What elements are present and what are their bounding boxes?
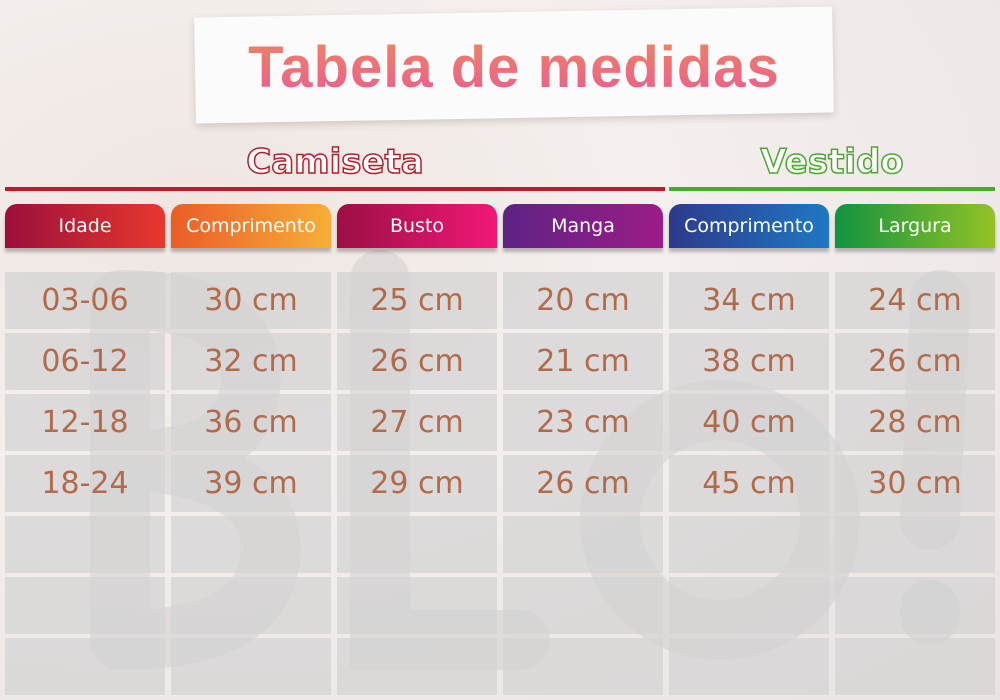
- table-cell: 26 cm: [835, 333, 995, 390]
- column-header: Idade: [5, 204, 165, 248]
- table-cell: 24 cm: [835, 272, 995, 329]
- table-cell: [5, 577, 165, 634]
- table-cell: 06-12: [5, 333, 165, 390]
- table-cell: 32 cm: [171, 333, 331, 390]
- table-cell: [669, 577, 829, 634]
- table-cell: [669, 638, 829, 695]
- table-cell: [503, 577, 663, 634]
- table-cell: 29 cm: [337, 455, 497, 512]
- table-cell: 39 cm: [171, 455, 331, 512]
- page-title: Tabela de medidas: [195, 28, 833, 108]
- table-cell: 40 cm: [669, 394, 829, 451]
- section-camiseta: Camiseta: [246, 141, 425, 183]
- table-cell: 18-24: [5, 455, 165, 512]
- table-cell: 26 cm: [503, 455, 663, 512]
- table-cell: 30 cm: [171, 272, 331, 329]
- column-header: Busto: [337, 204, 497, 248]
- table-cell: 25 cm: [337, 272, 497, 329]
- table-cell: [337, 638, 497, 695]
- table-cell: [5, 638, 165, 695]
- table-cell: 20 cm: [503, 272, 663, 329]
- table-cell: [669, 516, 829, 573]
- table-cell: 03-06: [5, 272, 165, 329]
- table-cell: [835, 638, 995, 695]
- table-cell: 21 cm: [503, 333, 663, 390]
- table-cell: 23 cm: [503, 394, 663, 451]
- table-cell: 30 cm: [835, 455, 995, 512]
- table-cell: 26 cm: [337, 333, 497, 390]
- table-cell: [337, 516, 497, 573]
- table-cell: [337, 577, 497, 634]
- column-header: Comprimento: [669, 204, 829, 248]
- vestido-divider: [669, 187, 995, 191]
- table-cell: 45 cm: [669, 455, 829, 512]
- table-cell: 38 cm: [669, 333, 829, 390]
- table-cell: [503, 516, 663, 573]
- table-cell: [835, 577, 995, 634]
- table-cell: [5, 516, 165, 573]
- camiseta-divider: [5, 187, 665, 191]
- table-cell: 12-18: [5, 394, 165, 451]
- table-cell: [171, 638, 331, 695]
- column-header: Comprimento: [171, 204, 331, 248]
- table-cell: [835, 516, 995, 573]
- table-cell: 27 cm: [337, 394, 497, 451]
- table-cell: [171, 516, 331, 573]
- column-header: Largura: [835, 204, 995, 248]
- table-cell: 28 cm: [835, 394, 995, 451]
- table-cell: [503, 638, 663, 695]
- section-vestido: Vestido: [760, 141, 905, 183]
- column-header: Manga: [503, 204, 663, 248]
- table-cell: [171, 577, 331, 634]
- table-cell: 34 cm: [669, 272, 829, 329]
- table-cell: 36 cm: [171, 394, 331, 451]
